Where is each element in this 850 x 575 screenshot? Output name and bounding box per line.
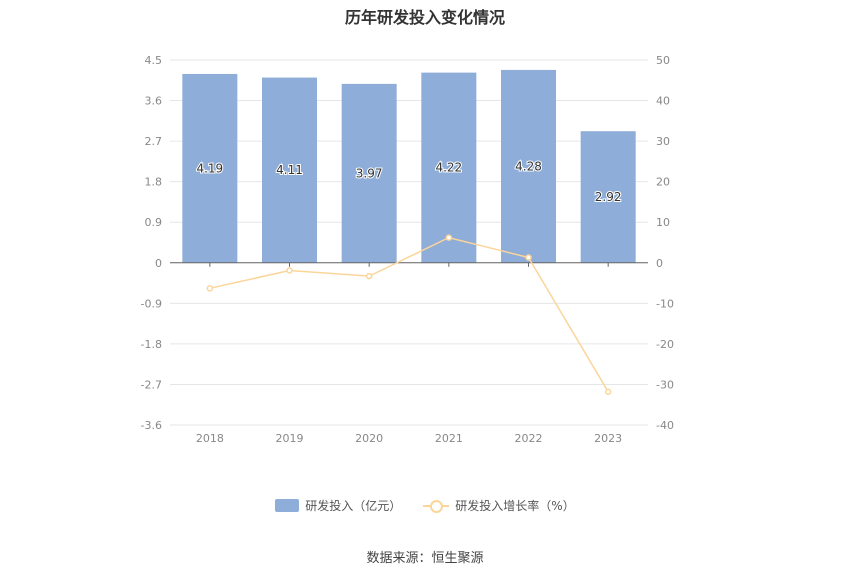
axes: 4.5 3.6 2.7 1.8 0.9 0 -0.9 -1.8 -2.7 -3.6 50 40 30 20… — [141, 54, 674, 445]
growth-rate-point — [206, 285, 214, 292]
growth-rate-point — [365, 272, 373, 280]
x-tick-label: 2023 — [594, 432, 622, 445]
x-tick-label: 2020 — [355, 432, 383, 445]
bar — [421, 72, 477, 263]
growth-rate-point — [445, 234, 453, 241]
bar-value-label: 4.19 — [196, 161, 223, 175]
source-note: 数据来源：恒生聚源 — [366, 551, 484, 566]
growth-rate-point — [604, 388, 612, 395]
y-left-tick-label: 0 — [155, 257, 162, 270]
legend-item-bar[interactable]: 研发投入（亿元） — [275, 497, 401, 514]
bar — [501, 69, 556, 263]
y-right-tick-label: 50 — [656, 54, 670, 67]
x-tick-label: 2022 — [515, 432, 543, 445]
legend: 研发投入（亿元） 研发投入增长率（%） — [0, 497, 850, 514]
legend-label-line: 研发投入增长率（%） — [455, 499, 575, 513]
legend-line-swatch — [423, 499, 450, 513]
bar-value-label: 2.92 — [595, 190, 622, 204]
y-right-tick-label: -20 — [656, 338, 674, 351]
y-right-tick-label: 40 — [656, 95, 670, 108]
y-right-tick-label: -40 — [656, 419, 674, 432]
y-left-tick-label: 0.9 — [145, 216, 163, 229]
bar — [262, 77, 317, 263]
y-left-tick-label: 1.8 — [145, 176, 163, 189]
y-right-tick-label: 10 — [656, 216, 670, 229]
legend-bar-swatch — [275, 499, 300, 512]
bar-value-label: 4.22 — [435, 161, 462, 175]
y-left-tick-label: -0.9 — [141, 297, 162, 310]
growth-rate-point — [286, 267, 293, 274]
chart-title: 历年研发投入变化情况 — [344, 8, 505, 27]
bar-value-label: 4.28 — [515, 159, 542, 173]
y-right-tick-label: -10 — [656, 297, 674, 310]
legend-label-bar: 研发投入（亿元） — [305, 499, 402, 513]
y-right-tick-label: 30 — [656, 135, 670, 148]
y-right-tick-label: 0 — [656, 257, 663, 270]
data-labels: 4.19 4.11 3.97 4.22 4.28 2.92 — [195, 158, 622, 205]
y-left-tick-label: -3.6 — [141, 419, 162, 432]
x-tick-label: 2019 — [276, 432, 304, 445]
line-series — [206, 234, 612, 395]
bar — [580, 131, 636, 263]
y-left-tick-label: 3.6 — [145, 95, 163, 108]
y-right-tick-label: -30 — [656, 378, 674, 391]
growth-rate-line — [209, 236, 609, 393]
bar-value-label: 4.11 — [276, 163, 303, 177]
x-tick-label: 2021 — [435, 432, 463, 445]
y-right-tick-label: 20 — [656, 176, 670, 189]
x-tick-label: 2018 — [196, 432, 224, 445]
y-left-tick-label: 4.5 — [145, 54, 163, 67]
bar-value-label: 3.97 — [356, 166, 383, 180]
bar — [341, 83, 397, 263]
y-left-tick-label: -1.8 — [141, 338, 162, 351]
y-left-tick-label: -2.7 — [141, 378, 162, 391]
grid-lines — [170, 59, 648, 426]
legend-item-line[interactable]: 研发投入增长率（%） — [423, 497, 575, 514]
growth-rate-point — [525, 254, 532, 261]
bar-series — [182, 69, 636, 263]
y-left-tick-label: 2.7 — [145, 135, 163, 148]
bar — [182, 73, 238, 263]
